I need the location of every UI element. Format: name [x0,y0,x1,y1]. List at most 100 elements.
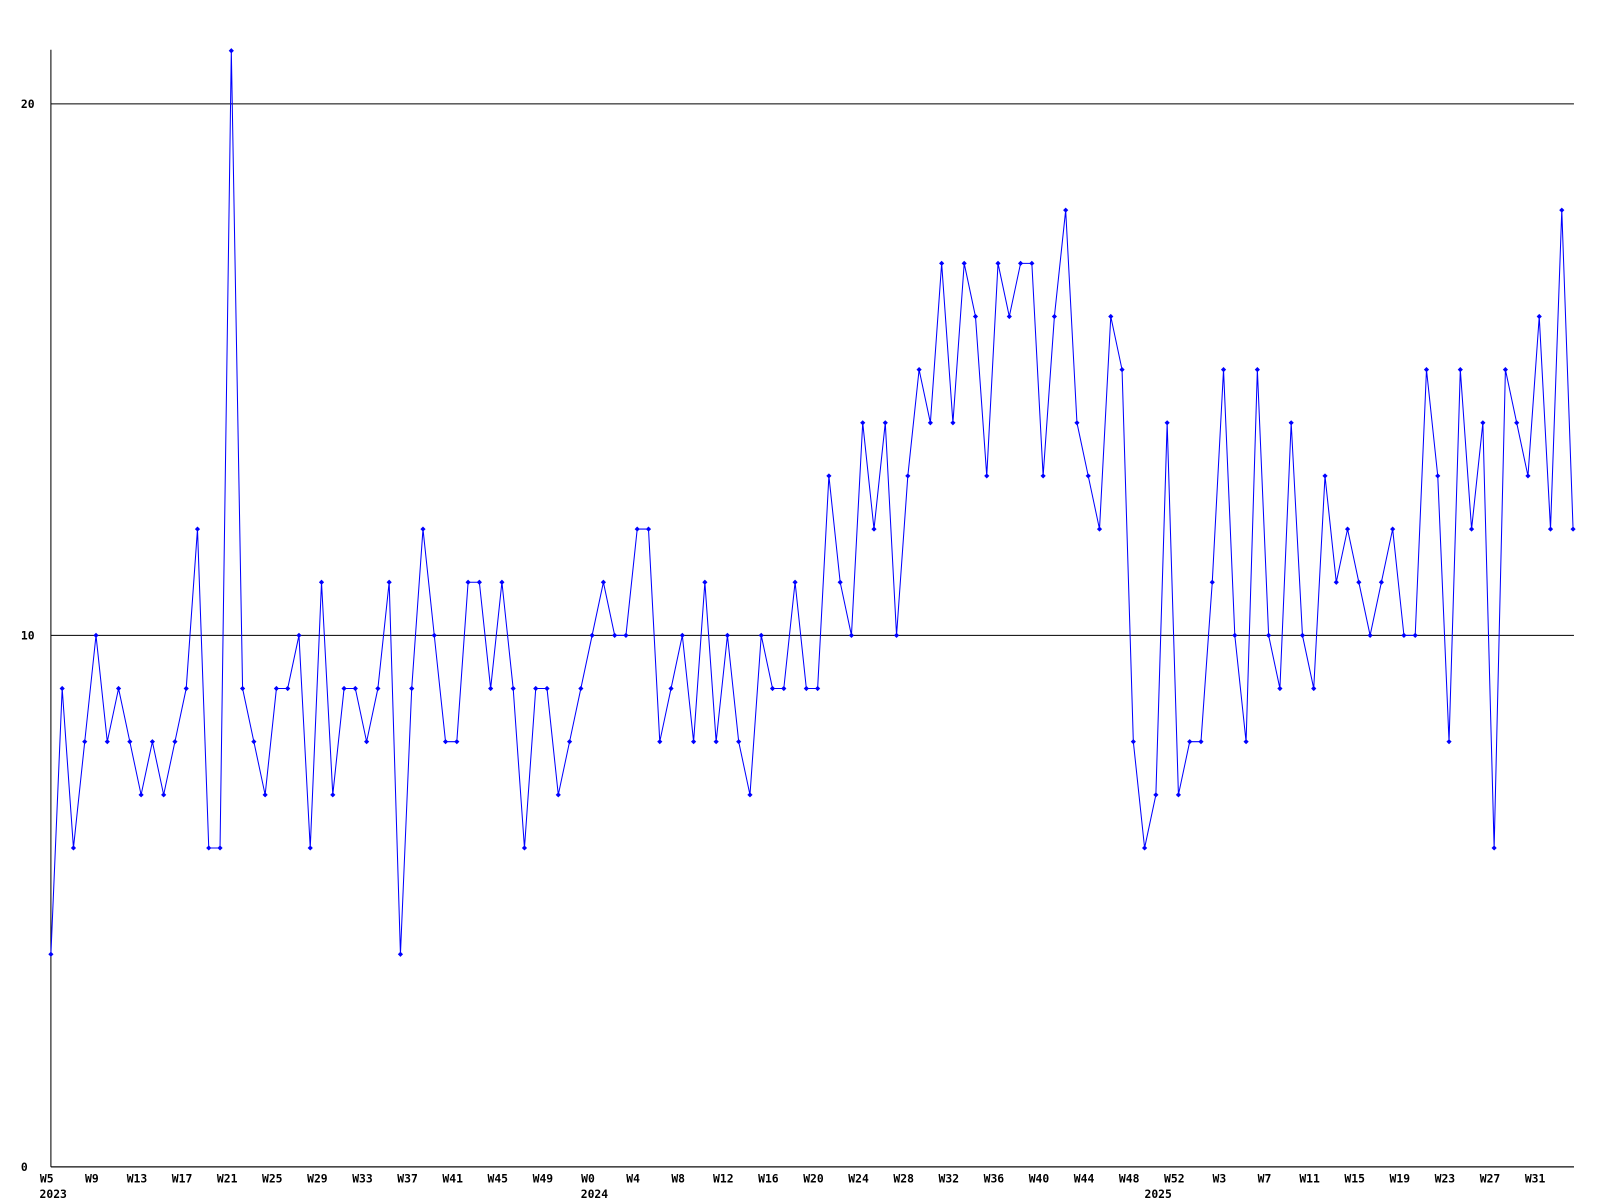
point [634,526,640,532]
x-tick-label: W48 [1119,1171,1140,1185]
point [544,685,550,692]
x-tick-label: W13 [127,1171,148,1185]
point [1142,845,1148,851]
point [1570,526,1576,532]
point [1187,739,1193,745]
point [657,739,663,745]
point [961,260,967,266]
point [679,632,685,638]
point [1491,845,1497,851]
point [815,685,821,692]
point [1435,473,1441,479]
x-tick-label: W49 [533,1171,554,1185]
point [724,632,731,638]
point [172,739,178,745]
point [420,526,426,532]
point [1468,526,1475,532]
point [1547,526,1554,532]
point [375,685,381,692]
x-tick-label: W8 [671,1171,685,1185]
point [476,579,482,585]
point [1525,473,1531,479]
point [183,685,189,692]
point [848,632,855,638]
point [364,739,370,745]
point [916,367,922,373]
year-label: 2025 [1144,1187,1172,1200]
y-tick-label: 10 [21,629,35,643]
point [1502,367,1508,373]
point [442,739,449,745]
point [1536,313,1542,320]
point [1401,632,1407,638]
point [307,845,313,851]
point [984,473,990,479]
y-tick-label: 0 [21,1160,28,1174]
x-tick-label: W21 [217,1171,238,1185]
point [48,951,54,957]
point [93,632,99,638]
point [161,792,167,798]
x-tick-label: W16 [758,1171,779,1185]
point [1243,739,1249,745]
point [1220,367,1227,373]
point [1232,632,1238,638]
point [533,685,539,692]
point [623,632,629,638]
x-tick-label: W24 [848,1171,869,1185]
point [781,685,787,692]
point [927,420,933,426]
point [1559,207,1565,213]
point [1333,579,1339,585]
point [600,579,606,585]
point [454,739,460,745]
point [1063,207,1069,213]
point [893,632,900,638]
point [939,260,945,266]
point [115,685,122,692]
point [1322,473,1328,479]
point [1344,526,1351,532]
point [1390,526,1396,532]
point [1029,260,1035,266]
point [318,579,325,585]
point [837,579,843,585]
point [499,579,505,585]
point [82,739,88,745]
point [1153,792,1159,798]
point [713,739,719,745]
point [905,473,911,479]
point [228,48,234,54]
point [70,845,77,851]
point [758,632,764,638]
point [521,845,528,851]
point [1480,420,1486,426]
point [1164,420,1170,426]
year-label: 2024 [581,1187,609,1200]
point [1356,579,1362,585]
x-tick-label: W36 [984,1171,1005,1185]
point [882,420,888,426]
line [50,50,1574,955]
point [1175,792,1182,798]
point [273,685,279,692]
point [262,792,268,798]
point [1017,260,1024,266]
point [488,685,494,692]
year-label: 2023 [40,1187,68,1200]
x-tick-label: W15 [1344,1171,1365,1185]
x-tick-label: W4 [626,1171,640,1185]
point [296,632,302,638]
point [555,792,561,798]
point [1266,632,1272,638]
x-tick-label: W23 [1435,1171,1456,1185]
point [1446,739,1452,745]
point [871,526,877,532]
x-tick-label: W9 [85,1171,99,1185]
point [792,579,798,585]
point [239,685,246,692]
point [138,792,144,798]
point [1198,739,1204,745]
point [1209,579,1215,585]
